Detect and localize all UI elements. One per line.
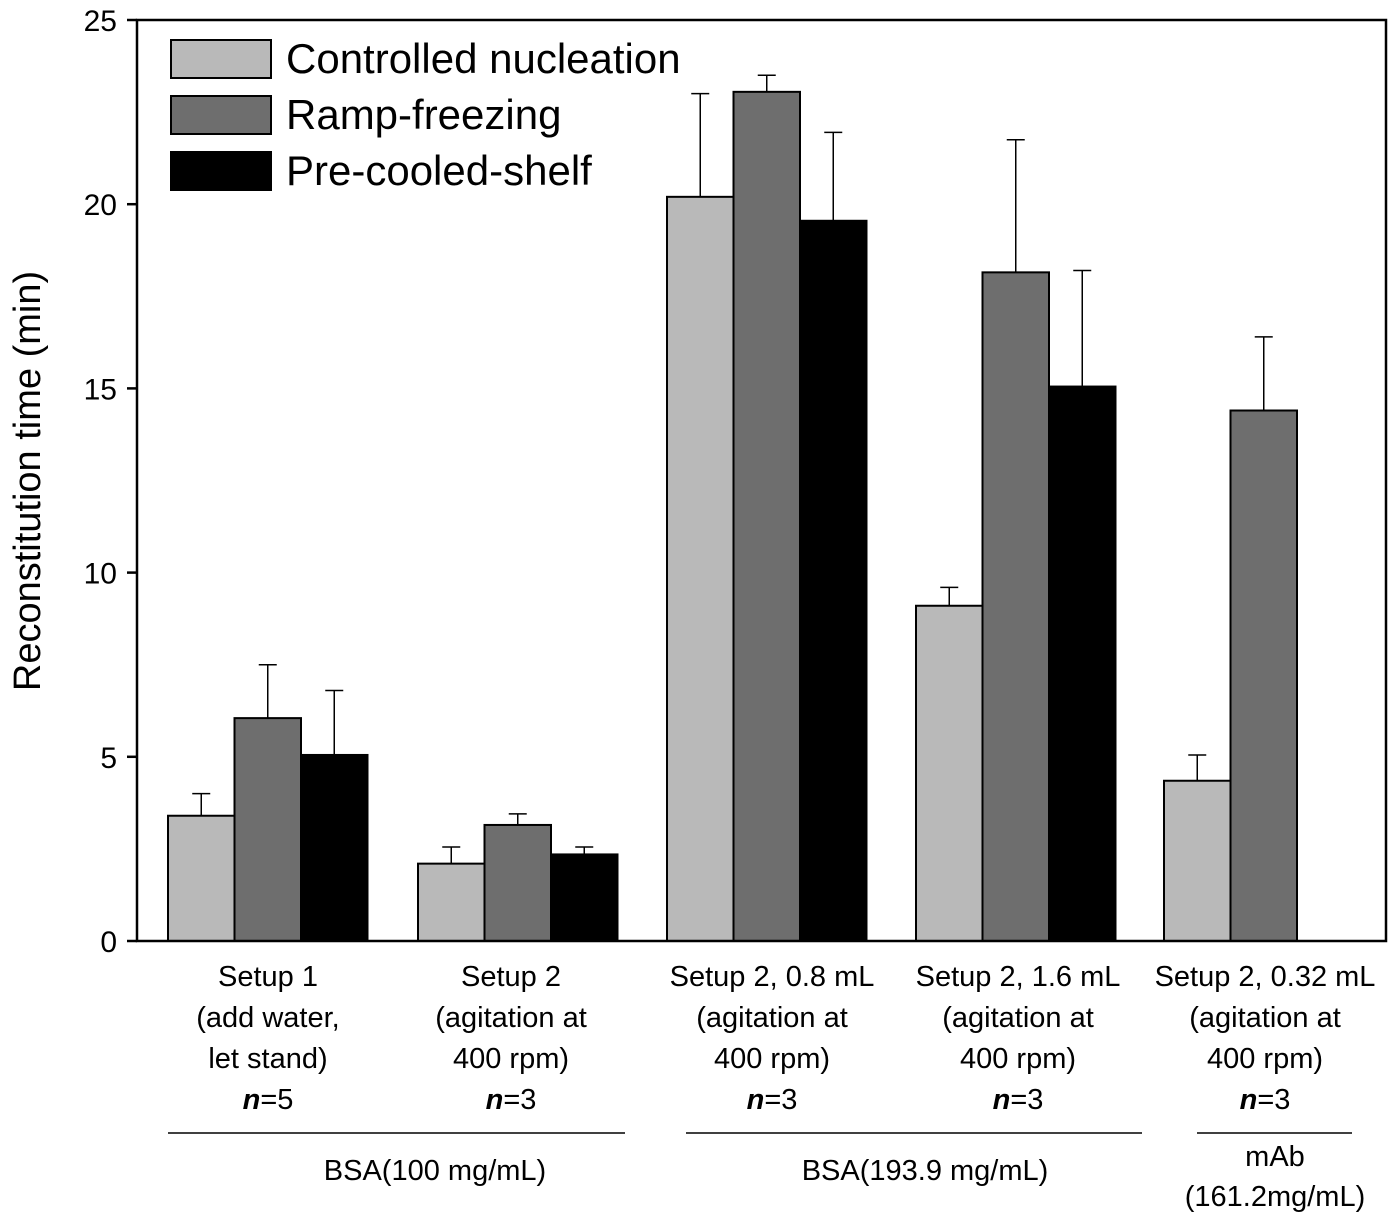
n-value: =3 — [1257, 1084, 1290, 1116]
category-label-line: (agitation at — [1189, 1002, 1341, 1034]
bar-pre-cooled-shelf — [550, 853, 619, 943]
category-label-line: (agitation at — [942, 1002, 1094, 1034]
bar-controlled-nucleation — [915, 604, 984, 942]
category-label-line: 400 rpm) — [453, 1043, 569, 1075]
n-symbol: n — [993, 1084, 1011, 1116]
category-sample-size: n=3 — [1240, 1084, 1291, 1116]
y-tick-label: 5 — [100, 742, 117, 775]
n-symbol: n — [486, 1084, 504, 1116]
category-label-line: 400 rpm) — [1207, 1043, 1323, 1075]
group-label: mAb — [1245, 1141, 1305, 1173]
n-value: =5 — [260, 1084, 293, 1116]
category-label-line: (agitation at — [696, 1002, 848, 1034]
bar-pre-cooled-shelf — [799, 219, 868, 942]
n-symbol: n — [1240, 1084, 1258, 1116]
bars-layer — [167, 90, 1298, 943]
bar-controlled-nucleation — [1163, 779, 1232, 942]
bar-controlled-nucleation — [167, 814, 236, 943]
bar-controlled-nucleation — [417, 862, 486, 942]
bar-controlled-nucleation — [666, 195, 735, 943]
category-sample-size: n=5 — [243, 1084, 294, 1116]
n-value: =3 — [764, 1084, 797, 1116]
bar-pre-cooled-shelf — [300, 753, 369, 943]
n-value: =3 — [1010, 1084, 1043, 1116]
y-tick-label: 25 — [84, 5, 117, 38]
group-labels: BSA(100 mg/mL) BSA(193.9 mg/mL) mAb (161.2m… — [168, 1132, 1366, 1213]
legend-swatch-ramp-freezing — [170, 95, 272, 135]
y-tick-label: 20 — [84, 189, 117, 222]
category-label-line: Setup 2 — [461, 961, 561, 993]
n-symbol: n — [243, 1084, 261, 1116]
bar-ramp-freezing — [1229, 409, 1298, 942]
category-sample-size: n=3 — [486, 1084, 537, 1116]
category-label-line: (agitation at — [435, 1002, 587, 1034]
category-label-line: Setup 2, 0.32 mL — [1155, 961, 1376, 993]
category-label-line: Setup 2, 0.8 mL — [670, 961, 875, 993]
error-bars-layer — [192, 74, 1273, 864]
category-label-line: 400 rpm) — [960, 1043, 1076, 1075]
legend-swatch-controlled-nucleation — [170, 39, 272, 79]
category-label-line: Setup 1 — [218, 961, 318, 993]
plot-frame — [135, 18, 1388, 943]
y-axis: 0 5 10 15 20 25 — [84, 5, 137, 959]
group-label: BSA(100 mg/mL) — [324, 1155, 546, 1187]
category-label-line: 400 rpm) — [714, 1043, 830, 1075]
n-symbol: n — [747, 1084, 765, 1116]
group-label: (161.2mg/mL) — [1185, 1181, 1366, 1213]
legend-swatch-pre-cooled-shelf — [170, 151, 272, 191]
category-label-line: Setup 2, 1.6 mL — [916, 961, 1121, 993]
legend: Controlled nucleation Ramp-freezing Pre-co… — [170, 35, 681, 194]
y-tick-label: 0 — [100, 926, 117, 959]
category-sample-size: n=3 — [747, 1084, 798, 1116]
category-label-line: let stand) — [208, 1043, 327, 1075]
legend-label-pre-cooled-shelf: Pre-cooled-shelf — [286, 147, 592, 194]
y-tick-label: 15 — [84, 373, 117, 406]
category-sample-size: n=3 — [993, 1084, 1044, 1116]
y-tick-label: 10 — [84, 558, 117, 591]
bar-ramp-freezing — [732, 90, 801, 942]
bar-ramp-freezing — [483, 823, 552, 942]
legend-label-ramp-freezing: Ramp-freezing — [286, 91, 561, 138]
bar-ramp-freezing — [981, 271, 1050, 942]
group-label: BSA(193.9 mg/mL) — [802, 1155, 1049, 1187]
n-value: =3 — [503, 1084, 536, 1116]
bar-ramp-freezing — [233, 717, 302, 942]
category-label-line: (add water, — [196, 1002, 339, 1034]
bar-pre-cooled-shelf — [1048, 385, 1117, 943]
y-axis-title: Reconstitution time (min) — [7, 271, 49, 691]
legend-label-controlled-nucleation: Controlled nucleation — [286, 35, 681, 82]
